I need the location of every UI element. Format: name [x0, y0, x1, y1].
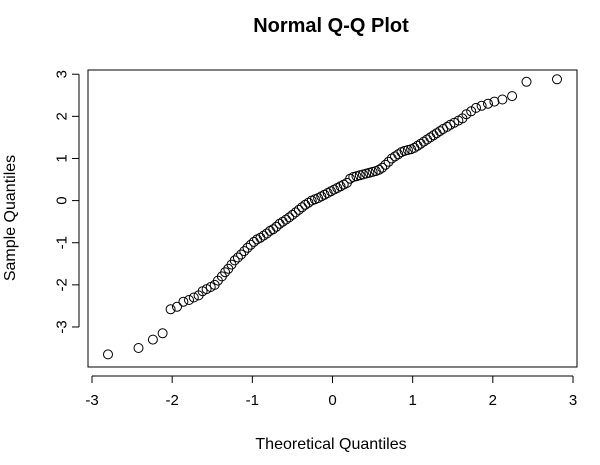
x-axis: -3 -2 -1 0 1 2 3 [85, 375, 577, 409]
data-point [374, 164, 384, 175]
x-tick-label: 3 [569, 392, 577, 409]
data-point [147, 334, 158, 345]
data-point [277, 216, 288, 227]
data-point [415, 138, 426, 149]
data-point [178, 296, 189, 307]
x-tick-label: -1 [246, 392, 259, 409]
y-tick-label: 3 [54, 70, 71, 78]
data-point [483, 98, 493, 109]
chart-title: Normal Q-Q Plot [253, 15, 409, 37]
data-point [361, 168, 372, 179]
data-point [425, 132, 436, 143]
x-tick-label: -3 [85, 392, 98, 409]
data-point [290, 207, 301, 218]
data-point [293, 204, 304, 215]
data-point [422, 134, 433, 145]
data-point [236, 249, 247, 260]
y-tick-label: 0 [54, 196, 71, 204]
data-point [229, 255, 240, 266]
data-point [418, 136, 429, 147]
data-points [103, 74, 562, 360]
data-point [489, 96, 500, 107]
data-point [271, 221, 282, 232]
x-tick-label: 0 [328, 392, 336, 409]
data-point [461, 109, 472, 120]
data-point [552, 74, 562, 85]
y-tick-label: 2 [54, 112, 71, 120]
data-point [431, 128, 442, 139]
data-point [377, 162, 388, 173]
data-point [258, 230, 269, 241]
y-tick-label: 1 [54, 154, 71, 162]
data-point [245, 239, 256, 250]
data-point [157, 328, 168, 339]
data-point [521, 76, 532, 87]
data-point [428, 130, 439, 141]
data-point [380, 159, 391, 170]
x-tick-label: 1 [408, 392, 416, 409]
data-point [303, 197, 314, 208]
data-point [287, 209, 298, 220]
data-point [507, 91, 518, 102]
data-point [348, 172, 359, 182]
data-point [284, 212, 295, 223]
data-point [172, 301, 182, 312]
data-point [242, 242, 253, 253]
y-tick-label: -3 [54, 320, 71, 333]
data-point [268, 224, 279, 235]
data-point [402, 145, 413, 155]
data-point [497, 94, 508, 105]
data-point [220, 267, 231, 278]
x-axis-label: Theoretical Quantiles [255, 436, 406, 453]
data-point [232, 252, 243, 263]
y-tick-label: -2 [54, 278, 71, 291]
data-point [471, 102, 481, 113]
y-axis: -3 -2 -1 0 1 2 3 [54, 70, 80, 334]
data-point [383, 156, 394, 167]
y-tick-label: -1 [54, 236, 71, 249]
data-point [255, 232, 266, 243]
y-axis-label: Sample Quantiles [2, 155, 19, 281]
data-point [476, 100, 487, 111]
x-tick-label: -2 [166, 392, 179, 409]
data-point [188, 292, 199, 303]
data-point [390, 151, 400, 162]
data-point [165, 304, 176, 315]
data-point [133, 343, 144, 353]
plot-frame [87, 69, 578, 368]
data-point [103, 349, 113, 360]
data-point [409, 142, 420, 153]
data-point [184, 295, 194, 305]
data-point [297, 202, 307, 213]
data-point [393, 149, 404, 160]
data-point [367, 166, 378, 177]
data-point [239, 246, 250, 257]
data-point [281, 214, 291, 225]
data-point [354, 170, 365, 181]
x-tick-label: 2 [489, 392, 497, 409]
